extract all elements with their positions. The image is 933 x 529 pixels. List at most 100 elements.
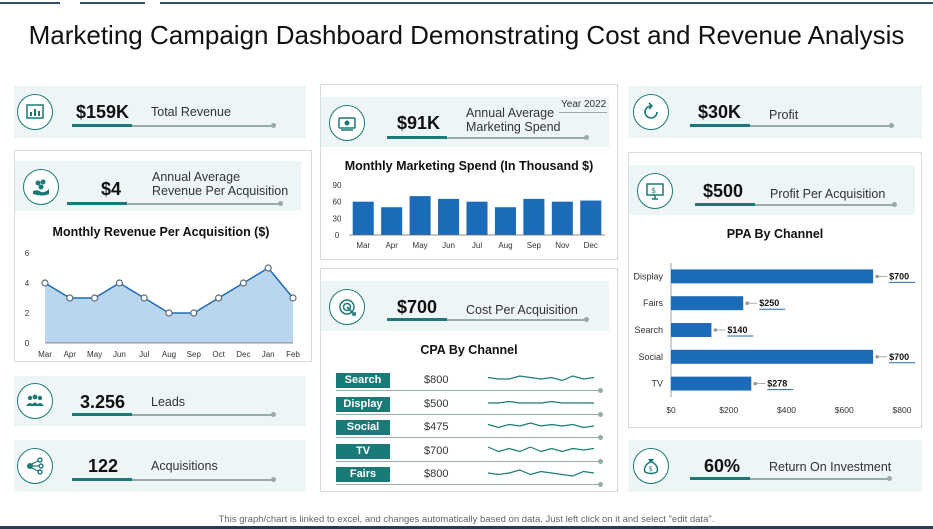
target-icon xyxy=(329,289,365,325)
ppa-xtick-2: $400 xyxy=(777,405,796,415)
revenue-per-acq-panel: $4 Annual Average Revenue Per Acquisitio… xyxy=(14,150,312,362)
cpa-row-separator-dot xyxy=(598,482,603,487)
profit-label: Profit xyxy=(769,108,799,122)
cpa-row-separator xyxy=(336,390,598,391)
ppa-ytick-social: Social xyxy=(638,352,663,362)
spend-xtick-aug: Aug xyxy=(498,241,512,250)
marketing-spend-label-1: Annual Average xyxy=(466,106,555,120)
kpi-revenue-per-acq: $4 Annual Average Revenue Per Acquisitio… xyxy=(15,161,301,211)
leads-label: Leads xyxy=(151,395,186,409)
ppa-leader-dot-social xyxy=(875,355,879,359)
year-tag-underline xyxy=(559,112,607,113)
cpa-channel-label: Social xyxy=(336,420,390,435)
spend-xtick-mar: Mar xyxy=(356,241,370,250)
cpa-sparkline-path xyxy=(487,422,595,429)
kpi-acquisitions: 122 Acquisitions xyxy=(14,440,306,492)
profit-per-acq-underline xyxy=(695,202,897,207)
rev-xtick-may: May xyxy=(87,350,102,359)
spend-xtick-jul: Jul xyxy=(472,241,482,250)
top-decor-line-1 xyxy=(0,2,60,4)
rev-ytick-4: 4 xyxy=(25,279,30,288)
rev-xtick-feb: Feb xyxy=(286,350,300,359)
ppa-chart-title: PPA By Channel xyxy=(726,227,824,241)
marketing-chart-title: Monthly Marketing Spend (In Thousand $) xyxy=(344,159,594,173)
rev-xtick-apr: Apr xyxy=(64,350,77,359)
spend-ytick-90: 90 xyxy=(333,181,342,190)
kpi-total-revenue: $159K Total Revenue xyxy=(14,86,306,138)
rev-xtick-sep: Sep xyxy=(187,350,202,359)
kpi-roi: $ 60% Return On Investment xyxy=(628,440,922,492)
ppa-label-display: $700 xyxy=(889,271,909,281)
spend-ytick-0: 0 xyxy=(335,231,340,240)
kpi-profit-per-acq: $ $500 Profit Per Acquisition xyxy=(629,165,915,215)
rev-point-jun xyxy=(115,279,124,287)
ppa-bar-search xyxy=(671,323,712,337)
cpa-row-tv: TV $700 xyxy=(336,443,606,464)
spend-bar-apr xyxy=(381,207,403,235)
ppa-label-fairs: $250 xyxy=(759,298,779,308)
cpa-sparkline-path xyxy=(488,400,594,404)
rev-point-may xyxy=(90,294,99,302)
roi-underline xyxy=(690,476,892,481)
cpa-sparkline-fairs xyxy=(487,469,595,477)
rev-area xyxy=(45,268,293,343)
spend-xtick-nov: Nov xyxy=(555,241,569,250)
cpa-chart-title: CPA By Channel xyxy=(420,343,518,357)
ppa-label-search: $140 xyxy=(727,325,747,335)
rev-xtick-mar: Mar xyxy=(38,350,52,359)
rev-point-apr xyxy=(66,294,74,302)
cpa-channel-label: Display xyxy=(336,396,390,412)
cost-per-acq-label: Cost Per Acquisition xyxy=(466,303,578,317)
monitor-dollar-icon: $ xyxy=(637,173,673,209)
bottom-decor-line xyxy=(0,526,933,529)
cpa-row-separator xyxy=(336,460,598,462)
kpi-cost-per-acq: $700 Cost Per Acquisition xyxy=(321,281,609,331)
ppa-panel: $ $500 Profit Per Acquisition PPA By Cha… xyxy=(628,152,922,428)
rev-ytick-2: 2 xyxy=(25,309,30,318)
spend-bar-mar xyxy=(352,201,374,235)
spend-xtick-dec: Dec xyxy=(584,241,598,250)
cpa-channel-value: $700 xyxy=(424,444,449,457)
spend-bar-jun xyxy=(438,198,460,235)
revenue-per-acq-underline xyxy=(67,201,283,206)
rev-point-aug xyxy=(165,309,173,317)
rev-xtick-oct: Oct xyxy=(212,350,225,359)
marketing-spend-value: $91K xyxy=(397,113,441,133)
network-icon xyxy=(17,448,53,484)
ppa-xtick-0: $0 xyxy=(666,405,676,415)
ppa-bar-display xyxy=(671,269,874,284)
rev-xtick-jun: Jun xyxy=(113,350,126,359)
profit-underline xyxy=(690,123,894,128)
profit-value: $30K xyxy=(698,102,742,122)
spend-bar-nov xyxy=(551,201,573,235)
ppa-ytick-search: Search xyxy=(634,325,663,335)
cpa-row-fairs: Fairs $800 xyxy=(336,467,606,487)
cpa-row-separator xyxy=(336,484,598,485)
profit-per-acq-label: Profit Per Acquisition xyxy=(770,187,886,201)
cpa-channel-table: Search $800 Display $500 Social $475 TV $700 Fai… xyxy=(336,373,616,493)
ppa-ytick-tv: TV xyxy=(651,379,663,389)
ppa-leader-dot-search xyxy=(713,328,718,332)
rev-point-jul xyxy=(140,294,148,302)
total-revenue-underline xyxy=(72,123,276,128)
spend-xtick-sep: Sep xyxy=(527,241,542,250)
spend-xtick-apr: Apr xyxy=(385,241,398,250)
footer-note: This graph/chart is linked to excel, and… xyxy=(218,514,715,525)
leads-value: 3.256 xyxy=(80,392,126,412)
cpa-row-display: Display $500 xyxy=(336,396,606,417)
revenue-chart-title: Monthly Revenue Per Acquisition ($) xyxy=(52,225,270,239)
ppa-bar-tv xyxy=(671,376,752,391)
money-hand-icon xyxy=(23,169,59,205)
top-decor-line-2 xyxy=(80,2,145,4)
cash-icon xyxy=(329,105,365,141)
roi-value: 60% xyxy=(704,456,741,476)
cost-per-acq-underline xyxy=(387,317,589,322)
ppa-xtick-3: $600 xyxy=(835,405,854,415)
ppa-label-social: $700 xyxy=(889,352,909,362)
rev-point-dec xyxy=(239,279,247,287)
cpa-channel-value: $800 xyxy=(424,374,449,386)
rev-ytick-6: 6 xyxy=(25,249,30,258)
cpa-row-separator-dot xyxy=(598,411,603,417)
cpa-sparkline-path xyxy=(487,469,595,477)
spend-ytick-30: 30 xyxy=(333,214,342,223)
